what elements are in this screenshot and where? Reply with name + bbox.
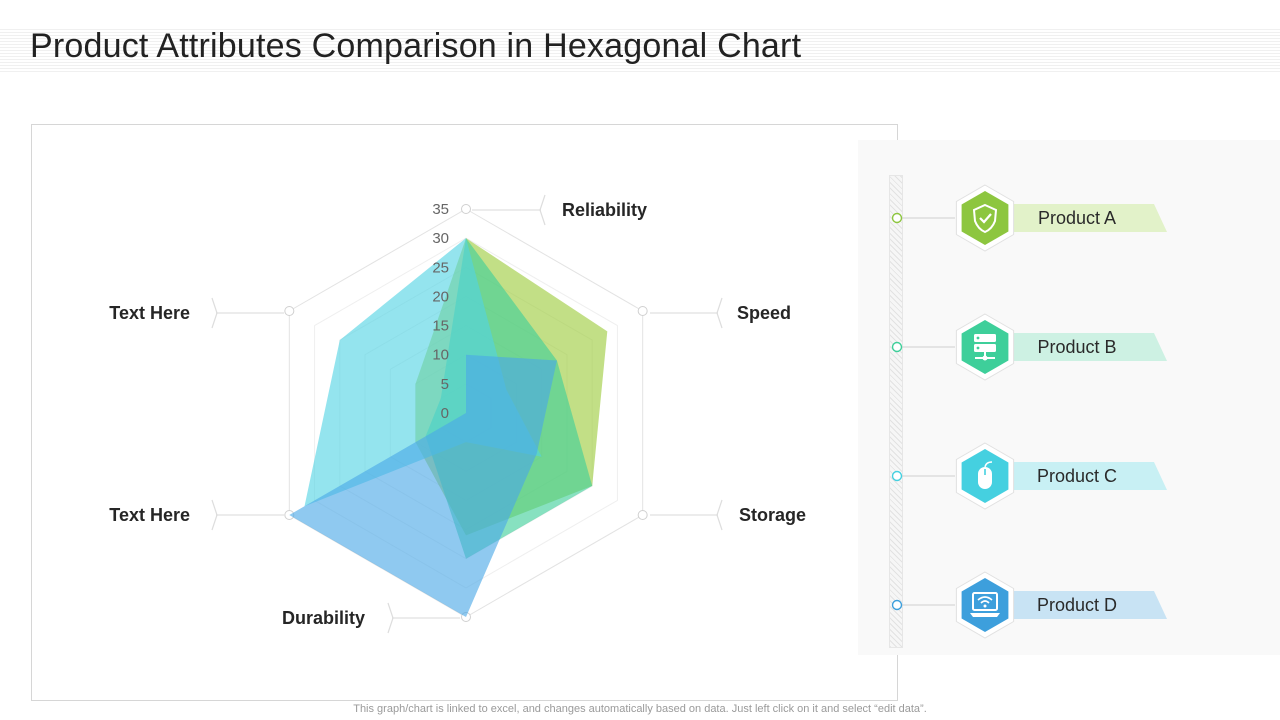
- legend-item-product-a[interactable]: Product A: [891, 184, 1168, 252]
- scale-tick-label: 30: [432, 230, 449, 247]
- scale-ticks: 35 30 25 20 15 10 5 0: [432, 201, 449, 422]
- scale-tick-label: 0: [441, 405, 449, 422]
- legend-label-tag: [1004, 204, 1167, 232]
- scale-tick-label: 20: [432, 288, 449, 305]
- axis-label-chevron: [539, 194, 546, 226]
- title-band: [0, 28, 1280, 74]
- axis-label: Storage: [739, 505, 806, 525]
- server-icon: [974, 334, 996, 361]
- axis-label: Durability: [282, 608, 365, 628]
- axis-label-chevron: [716, 499, 723, 531]
- legend-anchor-dot: [891, 212, 903, 224]
- axis-label: Text Here: [109, 505, 190, 525]
- axis-label-chevron: [211, 297, 218, 329]
- scale-tick-label: 25: [432, 259, 449, 276]
- axis-vertex-dot: [284, 306, 295, 316]
- axis-label: Text Here: [109, 303, 190, 323]
- legend-label-tag: [1004, 333, 1167, 361]
- legend-label: Product B: [1037, 337, 1116, 357]
- axis-label-chevron: [716, 297, 723, 329]
- series-layer: [289, 238, 608, 617]
- legend-divider: [889, 175, 903, 648]
- laptop-wifi-icon: [970, 592, 1000, 617]
- legend-item-product-d[interactable]: Product D: [891, 571, 1168, 639]
- scale-tick-label: 15: [432, 318, 449, 335]
- legend-item-product-b[interactable]: Product B: [891, 313, 1168, 381]
- axis-vertex-dot: [637, 510, 648, 520]
- axis-label-chevron: [387, 602, 394, 634]
- scale-tick-label: 35: [432, 201, 449, 218]
- legend-label: Product A: [1038, 208, 1116, 228]
- legend-label: Product D: [1037, 595, 1117, 615]
- axis-vertex-dot: [637, 306, 648, 316]
- axis-labels: Reliability Speed Storage Durability Text He…: [109, 194, 806, 634]
- footer-note: This graph/chart is linked to excel, and…: [353, 703, 927, 715]
- scale-tick-label: 10: [432, 347, 449, 364]
- legend-label: Product C: [1037, 466, 1117, 486]
- series-product-d-area[interactable]: [289, 354, 557, 617]
- legend-anchor-dot: [891, 599, 903, 611]
- axis-label: Reliability: [562, 200, 647, 220]
- legend-item-product-c[interactable]: Product C: [891, 442, 1168, 510]
- axis-vertex-dot: [461, 204, 471, 214]
- legend-anchor-dot: [891, 341, 903, 353]
- legend-hex-inner: [961, 191, 1009, 245]
- axis-label: Speed: [737, 303, 791, 323]
- legend-anchor-dot: [891, 470, 903, 482]
- page-title: Product Attributes Comparison in Hexagon…: [30, 27, 802, 65]
- scale-tick-label: 5: [441, 376, 449, 393]
- shield-check-icon: [972, 203, 998, 234]
- legend-label-tag: [1004, 591, 1167, 619]
- axis-label-chevron: [211, 499, 218, 531]
- mouse-icon: [978, 461, 993, 489]
- legend: Product A Product B Product C Product D: [891, 184, 1168, 639]
- legend-label-tag: [1004, 462, 1167, 490]
